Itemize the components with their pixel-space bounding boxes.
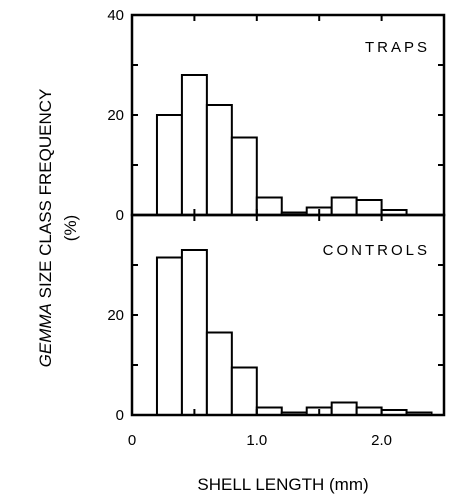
traps-bar xyxy=(255,196,283,216)
x-tick-label: 2.0 xyxy=(371,432,392,449)
y-axis-title-line2: (%) xyxy=(61,215,80,241)
controls-bar xyxy=(180,249,208,416)
traps-bar xyxy=(355,199,383,216)
traps-bar xyxy=(205,104,233,216)
traps-bar xyxy=(155,114,183,216)
x-tick-label: 1.0 xyxy=(246,432,267,449)
controls-bar xyxy=(205,331,233,416)
controls-bars xyxy=(155,249,433,416)
traps-panel-label: TRAPS xyxy=(365,39,430,56)
traps-bar xyxy=(180,74,208,216)
traps-panel: 0 20 40 TRAPS xyxy=(107,7,446,224)
y-axis-title-rest: SIZE CLASS FREQUENCY xyxy=(36,89,55,303)
controls-y-tick-label: 0 xyxy=(116,407,124,424)
traps-bar xyxy=(330,196,358,216)
controls-bar xyxy=(330,401,358,416)
controls-panel: 0 20 CONTROLS xyxy=(107,213,446,424)
traps-y-tick-label: 0 xyxy=(116,207,124,224)
traps-bar xyxy=(230,136,258,216)
controls-bar xyxy=(155,256,183,416)
traps-y-tick-label: 20 xyxy=(107,107,124,124)
y-axis-title-italic: GEMMA xyxy=(36,303,55,367)
x-tick-labels: 0 1.0 2.0 xyxy=(128,432,392,449)
traps-bars xyxy=(155,74,408,216)
controls-y-tick-label: 20 xyxy=(107,307,124,324)
x-axis-title: SHELL LENGTH (mm) xyxy=(197,475,368,494)
controls-bar xyxy=(230,366,258,416)
y-axis-title: GEMMA SIZE CLASS FREQUENCY xyxy=(36,89,55,368)
x-tick-label: 0 xyxy=(128,432,136,449)
controls-panel-label: CONTROLS xyxy=(323,242,430,259)
traps-y-tick-label: 40 xyxy=(107,7,124,24)
controls-frame xyxy=(130,213,446,417)
